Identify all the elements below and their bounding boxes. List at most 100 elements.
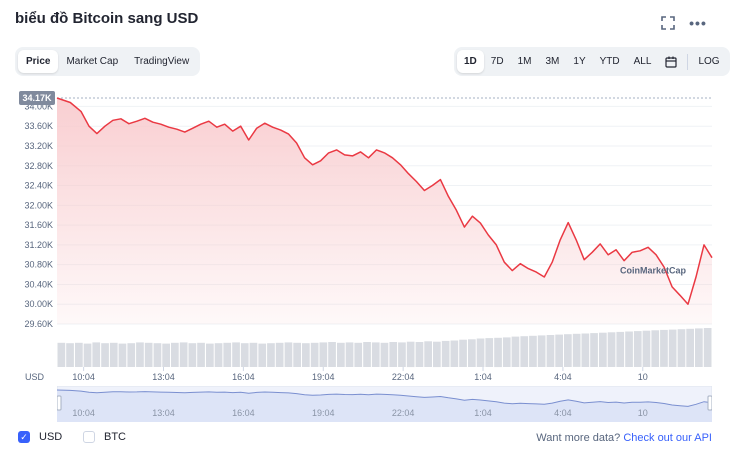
volume-bar xyxy=(302,343,310,367)
legend-usd[interactable]: ✓ USD xyxy=(18,431,62,443)
volume-bar xyxy=(564,334,572,367)
api-promo: Want more data? Check out our API xyxy=(536,432,712,444)
navigator-handle-left xyxy=(56,395,62,411)
volume-bar xyxy=(686,328,694,367)
volume-bar xyxy=(599,332,607,367)
page-title: biểu đồ Bitcoin sang USD xyxy=(15,10,199,27)
y-tick-label: 32.00K xyxy=(24,200,53,210)
volume-bar xyxy=(581,333,590,367)
volume-bar xyxy=(511,336,520,367)
y-tick-label: 29.60K xyxy=(24,319,53,329)
checkbox-checked-icon[interactable]: ✓ xyxy=(18,431,30,443)
range-all[interactable]: ALL xyxy=(633,56,652,67)
volume-bar xyxy=(144,342,153,367)
legend-btc[interactable]: BTC xyxy=(83,431,126,443)
volume-bar xyxy=(703,328,712,367)
expand-icon-glyph xyxy=(661,16,675,30)
volume-bar xyxy=(267,343,275,367)
x-tick-label: 19:04 xyxy=(312,372,335,382)
volume-bar xyxy=(275,342,284,367)
y-tick-label: 30.00K xyxy=(24,299,53,309)
volume-bar xyxy=(171,342,179,367)
navigator-tick-label: 22:04 xyxy=(392,408,415,418)
volume-bar xyxy=(389,342,398,367)
price-chart-svg: 34.00K 33.60K 33.20K 32.80K 32.40K 32.00K 31.6… xyxy=(19,91,713,382)
volume-bar xyxy=(485,338,494,367)
price-chart[interactable]: 34.00K 33.60K 33.20K 32.80K 32.40K 32.00K 31.6… xyxy=(0,86,730,386)
volume-bar xyxy=(502,337,511,367)
x-tick-label: 10 xyxy=(638,372,648,382)
range-ytd[interactable]: YTD xyxy=(599,56,620,67)
volume-bar xyxy=(371,342,380,367)
range-1m[interactable]: 1M xyxy=(517,56,532,67)
volume-bar xyxy=(92,342,101,367)
volume-bar xyxy=(127,343,136,367)
price-line xyxy=(56,97,713,305)
volume-bar xyxy=(468,339,476,367)
volume-bar xyxy=(240,343,249,367)
volume-bar xyxy=(607,332,616,367)
more-icon[interactable]: ••• xyxy=(689,15,707,31)
volume-bar xyxy=(328,342,336,367)
checkbox-unchecked-icon[interactable] xyxy=(83,431,95,443)
volume-bar xyxy=(651,330,660,367)
y-tick-label: 31.60K xyxy=(24,220,53,230)
volume-bar xyxy=(319,342,328,367)
volume-bar xyxy=(153,343,162,367)
volume-bar xyxy=(677,329,686,367)
log-toggle[interactable]: LOG xyxy=(698,56,720,67)
tab-price[interactable]: Price xyxy=(18,50,59,73)
volume-bar xyxy=(668,329,677,367)
volume-bar xyxy=(214,343,223,367)
tab-market-cap[interactable]: Market Cap xyxy=(66,56,119,67)
volume-bar xyxy=(642,330,651,367)
volume-bar xyxy=(197,342,205,367)
range-1y[interactable]: 1Y xyxy=(573,56,586,67)
y-tick-label: 31.20K xyxy=(24,240,53,250)
range-7d[interactable]: 7D xyxy=(490,56,504,67)
volume-bar xyxy=(520,336,529,367)
price-area xyxy=(57,98,712,324)
tab-tradingview[interactable]: TradingView xyxy=(134,56,190,67)
calendar-icon[interactable] xyxy=(658,50,684,73)
navigator-tick-label: 4:04 xyxy=(554,408,572,418)
volume-bar xyxy=(494,337,502,368)
volume-bar xyxy=(695,328,703,367)
volume-bar xyxy=(459,339,467,367)
navigator-tick-label: 19:04 xyxy=(312,408,335,418)
volume-bar xyxy=(415,342,424,367)
volume-bar xyxy=(223,342,232,367)
range-selector: 1D 7D 1M 3M 1Y YTD ALL LOG xyxy=(454,47,730,76)
volume-bar xyxy=(354,342,363,367)
navigator-tick-label: 13:04 xyxy=(152,408,175,418)
volume-bar xyxy=(179,342,188,367)
navigator-handle-right xyxy=(707,395,713,411)
volume-bar xyxy=(162,343,170,367)
expand-icon[interactable] xyxy=(658,13,678,33)
range-1d[interactable]: 1D xyxy=(457,50,484,73)
y-tick-label: 30.40K xyxy=(24,279,53,289)
navigator-line xyxy=(56,389,713,407)
volume-bar xyxy=(616,331,625,367)
y-tick-label: 32.40K xyxy=(24,181,53,191)
range-divider xyxy=(687,53,689,70)
x-tick-label: 16:04 xyxy=(232,372,255,382)
volume-bar xyxy=(284,342,293,367)
x-tick-label: 10:04 xyxy=(72,372,95,382)
volume-bar xyxy=(83,343,92,367)
volume-bar xyxy=(363,342,371,367)
volume-bar xyxy=(406,341,415,368)
x-tick-label: 22:04 xyxy=(392,372,415,382)
volume-bar xyxy=(537,335,546,367)
navigator-tick-label: 1:04 xyxy=(474,408,492,418)
volume-bar xyxy=(75,342,83,367)
api-link[interactable]: Check out our API xyxy=(623,432,712,444)
volume-bar xyxy=(310,342,319,367)
volume-bar xyxy=(441,340,450,367)
y-tick-label: 34.00K xyxy=(24,101,53,111)
volume-bar xyxy=(590,333,598,367)
range-navigator[interactable]: 10:04 13:04 16:04 19:04 22:04 1:04 4:04 10 xyxy=(56,385,713,423)
range-3m[interactable]: 3M xyxy=(545,56,560,67)
volume-bar xyxy=(206,343,214,367)
volume-bar xyxy=(398,342,406,367)
